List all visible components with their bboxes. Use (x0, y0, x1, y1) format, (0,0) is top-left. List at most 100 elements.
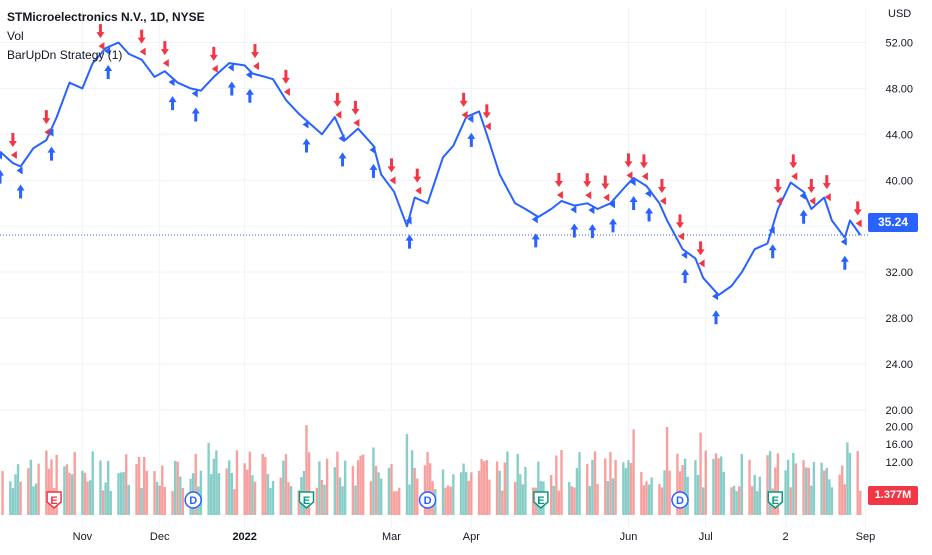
sell-marker-icon (44, 128, 51, 137)
x-tick-label: 2022 (232, 531, 256, 543)
buy-arrow-icon (0, 169, 4, 184)
volume-bar (9, 481, 12, 515)
volume-bar (333, 467, 337, 515)
volume-bar (336, 451, 339, 515)
volume-bar (629, 462, 633, 515)
volume-bar (359, 455, 362, 515)
volume-bar (289, 486, 293, 515)
sell-arrow-icon (675, 214, 684, 229)
volume-bar (117, 473, 120, 515)
buy-marker-icon (302, 120, 309, 129)
sell-marker-icon (211, 64, 218, 73)
x-tick-label: 2 (783, 531, 789, 543)
volume-bar (483, 461, 486, 515)
sell-arrow-icon (807, 179, 816, 193)
buy-marker-icon (531, 215, 538, 224)
volume-bar (228, 460, 231, 515)
volume-bar (856, 451, 859, 515)
buy-marker-icon (168, 78, 175, 87)
buy-arrow-icon (369, 163, 378, 178)
volume-bar (343, 460, 347, 515)
volume-bar (812, 462, 816, 515)
sell-marker-icon (641, 172, 648, 181)
sell-marker-icon (824, 193, 831, 202)
sell-arrow-icon (583, 173, 592, 188)
volume-bar (503, 462, 507, 515)
volume-bar (127, 484, 130, 515)
volume-bar (748, 459, 751, 515)
volume-bar (153, 471, 156, 515)
volume-bar (452, 474, 455, 515)
x-tick-label: Sep (856, 531, 876, 543)
volume-bar (320, 479, 324, 515)
sell-arrow-icon (624, 153, 633, 168)
volume-bar (125, 454, 128, 515)
volume-bar (704, 450, 707, 515)
volume-bar (354, 485, 357, 515)
volume-bar (140, 487, 143, 515)
volume-bar (660, 487, 664, 515)
y-tick-label: 32.00 (885, 267, 913, 279)
volume-bar (578, 452, 581, 515)
volume-bar (552, 485, 555, 515)
volume-bar (802, 460, 805, 515)
buy-arrow-icon (712, 310, 721, 325)
sell-arrow-icon (137, 29, 146, 44)
sell-arrow-icon (601, 175, 610, 190)
buy-arrow-icon (168, 96, 177, 111)
volume-bar (305, 425, 308, 515)
volume-bar (560, 450, 563, 515)
buy-arrow-icon (609, 218, 618, 233)
sell-arrow-icon (351, 100, 360, 115)
buy-marker-icon (104, 47, 111, 56)
volume-bar (282, 460, 285, 515)
volume-bar (683, 458, 687, 515)
volume-bar (361, 454, 365, 515)
sell-marker-icon (603, 193, 610, 202)
sell-arrow-icon (160, 41, 169, 56)
volume-bar (807, 467, 810, 515)
volume-bar (555, 455, 558, 515)
volume-bar (681, 465, 684, 515)
volume-bar (768, 451, 772, 515)
volume-bar (410, 450, 414, 515)
sell-arrow-icon (657, 179, 666, 193)
volume-bar (830, 487, 834, 515)
volume-bar (823, 470, 826, 515)
buy-marker-icon (467, 114, 474, 123)
volume-bar (516, 453, 519, 515)
sell-arrow-icon (639, 154, 648, 169)
volume-bar (405, 434, 409, 515)
volume-bar (488, 479, 491, 515)
buy-arrow-icon (16, 184, 25, 199)
legend-strategy[interactable]: BarUpDn Strategy (1) (7, 48, 123, 62)
volume-bar (29, 459, 33, 515)
volume-bar (712, 458, 715, 515)
volume-bar (774, 467, 777, 515)
volume-bar (714, 453, 718, 515)
sell-arrow-icon (413, 168, 422, 183)
price-line (0, 41, 862, 297)
volume-bar (524, 466, 527, 515)
buy-marker-icon (712, 292, 719, 301)
volume-bar (804, 467, 808, 515)
buy-marker-icon (768, 226, 775, 235)
sell-marker-icon (461, 110, 468, 119)
volume-bar (88, 480, 92, 515)
sell-arrow-icon (696, 241, 705, 256)
volume-bar (694, 460, 697, 515)
x-tick-label: Dec (150, 531, 170, 543)
x-tick-label: Jun (620, 531, 638, 543)
volume-bar (143, 457, 146, 515)
volume-bar (106, 460, 110, 515)
legend-volume[interactable]: Vol (7, 29, 24, 43)
volume-bar (820, 462, 823, 515)
volume-bar (622, 462, 625, 515)
volume-bar (480, 459, 483, 515)
volume-bar (155, 481, 159, 515)
volume-bar (91, 451, 94, 515)
volume-bar (315, 487, 319, 515)
volume-bar (722, 471, 725, 515)
